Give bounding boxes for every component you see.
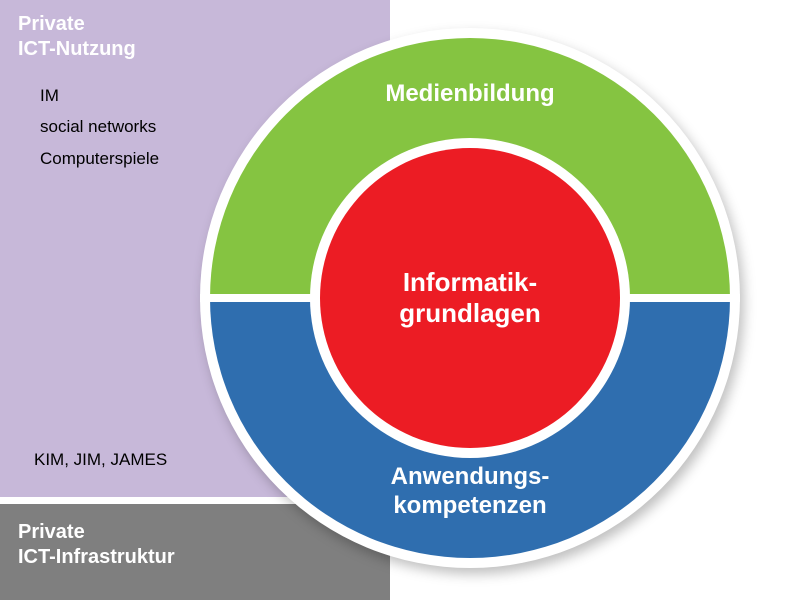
list-item: Computerspiele — [40, 143, 159, 174]
list-item: social networks — [40, 111, 159, 142]
donut-label-bottom: Anwendungs- kompetenzen — [200, 463, 740, 521]
usage-list: IM social networks Computerspiele — [40, 80, 159, 174]
medienbildung-label: Medienbildung — [385, 80, 554, 107]
competence-donut: Medienbildung Anwendungs- kompetenzen In… — [200, 28, 740, 568]
list-item: IM — [40, 80, 159, 111]
anwendungs-label-line1: Anwendungs- — [391, 463, 550, 490]
grey-title-line1: Private — [18, 521, 85, 543]
informatik-label-line2: grundlagen — [399, 298, 541, 328]
grey-box-title: Private ICT-Infrastruktur — [18, 520, 175, 570]
informatik-label-line1: Informatik- — [403, 267, 537, 297]
donut-label-top: Medienbildung — [200, 80, 740, 109]
purple-box-title: Private ICT-Nutzung — [18, 12, 136, 62]
purple-title-line2: ICT-Nutzung — [18, 38, 136, 60]
anwendungs-label-line2: kompetenzen — [393, 492, 546, 519]
grey-title-line2: ICT-Infrastruktur — [18, 546, 175, 568]
studies-footnote: KIM, JIM, JAMES — [34, 450, 167, 470]
donut-label-core: Informatik- grundlagen — [200, 267, 740, 329]
purple-title-line1: Private — [18, 13, 85, 35]
